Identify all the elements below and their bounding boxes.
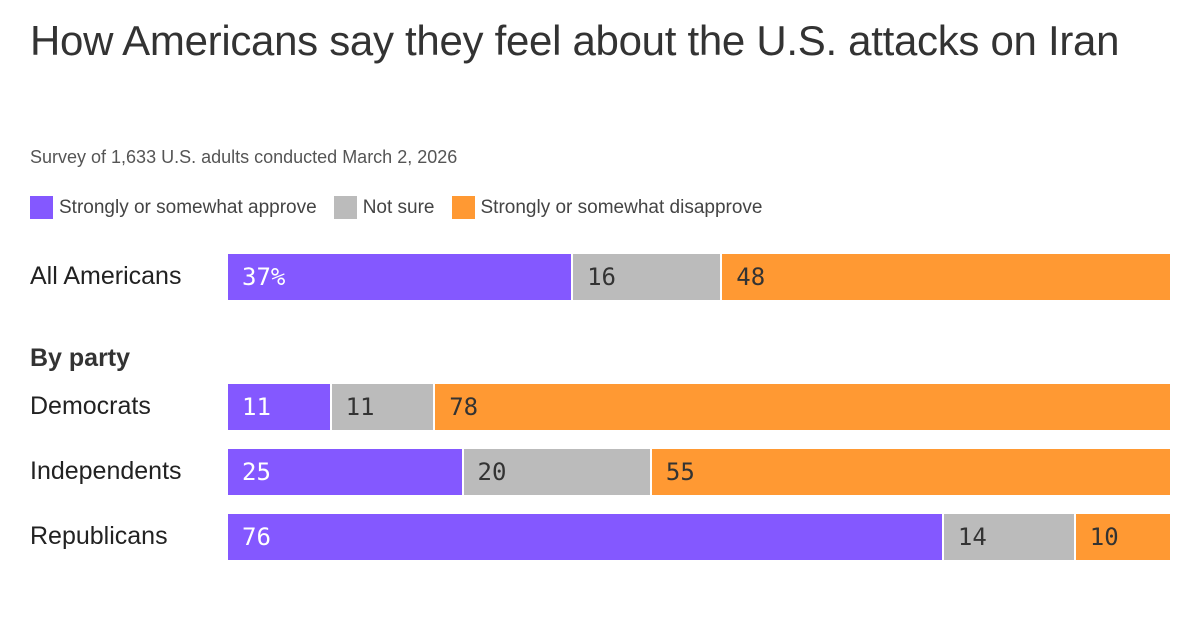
stacked-bar: 76 14 10	[228, 514, 1170, 560]
bar-segment: 37%	[228, 254, 574, 300]
row-label: Independents	[30, 457, 182, 485]
bar-segment: 16	[573, 254, 723, 300]
bar-segment: 11	[228, 384, 332, 430]
row-label: All Americans	[30, 262, 182, 290]
legend-label: Not sure	[362, 196, 435, 218]
legend-swatch	[333, 196, 357, 219]
bar-segment: 55	[651, 449, 1170, 495]
bar-segment: 11	[331, 384, 436, 430]
bar-segment: 78	[435, 384, 1170, 430]
legend-label: Strongly or somewhat approve	[59, 196, 317, 218]
legend-item: Strongly or somewhat approve	[30, 196, 317, 219]
stacked-bar: 25 20 55	[228, 449, 1170, 495]
legend-label: Strongly or somewhat disapprove	[480, 196, 763, 218]
bar-segment: 10	[1075, 514, 1170, 560]
bar-segment: 48	[722, 254, 1170, 300]
bar-segment: 25	[228, 449, 464, 495]
chart-subtitle: Survey of 1,633 U.S. adults conducted Ma…	[30, 147, 458, 167]
bar-segment: 14	[943, 514, 1076, 560]
legend-swatch	[30, 196, 53, 219]
row-label: Democrats	[30, 392, 151, 420]
bar-segment: 76	[228, 514, 944, 560]
legend-swatch	[451, 196, 475, 219]
legend-item: Not sure	[333, 196, 435, 219]
chart-title: How Americans say they feel about the U.…	[30, 17, 1120, 64]
row-label: Republicans	[30, 522, 168, 550]
section-label-by-party: By party	[30, 344, 131, 372]
stacked-bar: 37% 16 48	[228, 254, 1170, 300]
legend: Strongly or somewhat approve Not sure Stro…	[30, 196, 779, 219]
legend-item: Strongly or somewhat disapprove	[451, 196, 763, 219]
bar-segment: 20	[463, 449, 652, 495]
stacked-bar: 11 11 78	[228, 384, 1170, 430]
